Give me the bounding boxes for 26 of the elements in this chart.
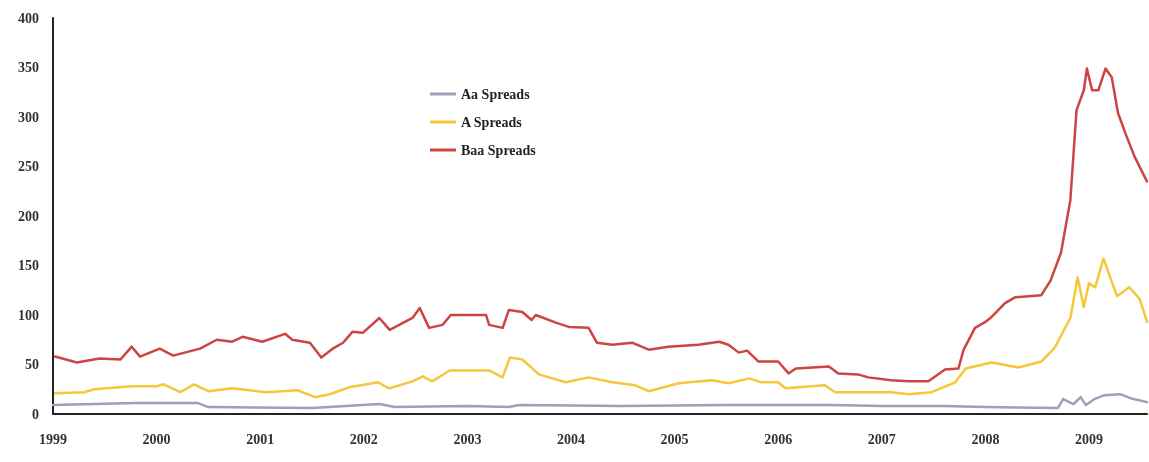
y-tick-label: 400 [18, 10, 39, 26]
x-tick-label: 1999 [39, 431, 67, 447]
y-tick-label: 150 [18, 258, 39, 273]
y-tick-label: 100 [18, 307, 39, 323]
x-tick-label: 2006 [764, 431, 793, 447]
y-tick-label: 250 [18, 159, 39, 174]
y-tick-label: 0 [32, 406, 39, 422]
x-tick-label: 2003 [453, 431, 482, 447]
line-series [51, 392, 1149, 410]
x-tick-label: 2000 [142, 431, 171, 447]
y-tick-label: 300 [18, 109, 39, 125]
x-tick-label: 2007 [867, 431, 896, 447]
x-tick-label: 2004 [556, 431, 585, 447]
x-tick-label: 2005 [660, 431, 689, 447]
x-tick-label: 2002 [349, 431, 378, 447]
x-tick-label: 2009 [1074, 431, 1103, 447]
legend-label: Aa Spreads [461, 86, 531, 102]
y-tick-label: 50 [25, 357, 39, 372]
x-tick-label: 2001 [246, 431, 275, 447]
y-tick-label: 200 [18, 208, 39, 224]
line-series [53, 257, 1149, 399]
x-tick-label: 2008 [971, 431, 1000, 447]
legend-label: Baa Spreads [461, 142, 537, 158]
line-series [53, 67, 1149, 383]
legend-label: A Spreads [461, 114, 523, 130]
y-tick-label: 350 [18, 60, 39, 75]
